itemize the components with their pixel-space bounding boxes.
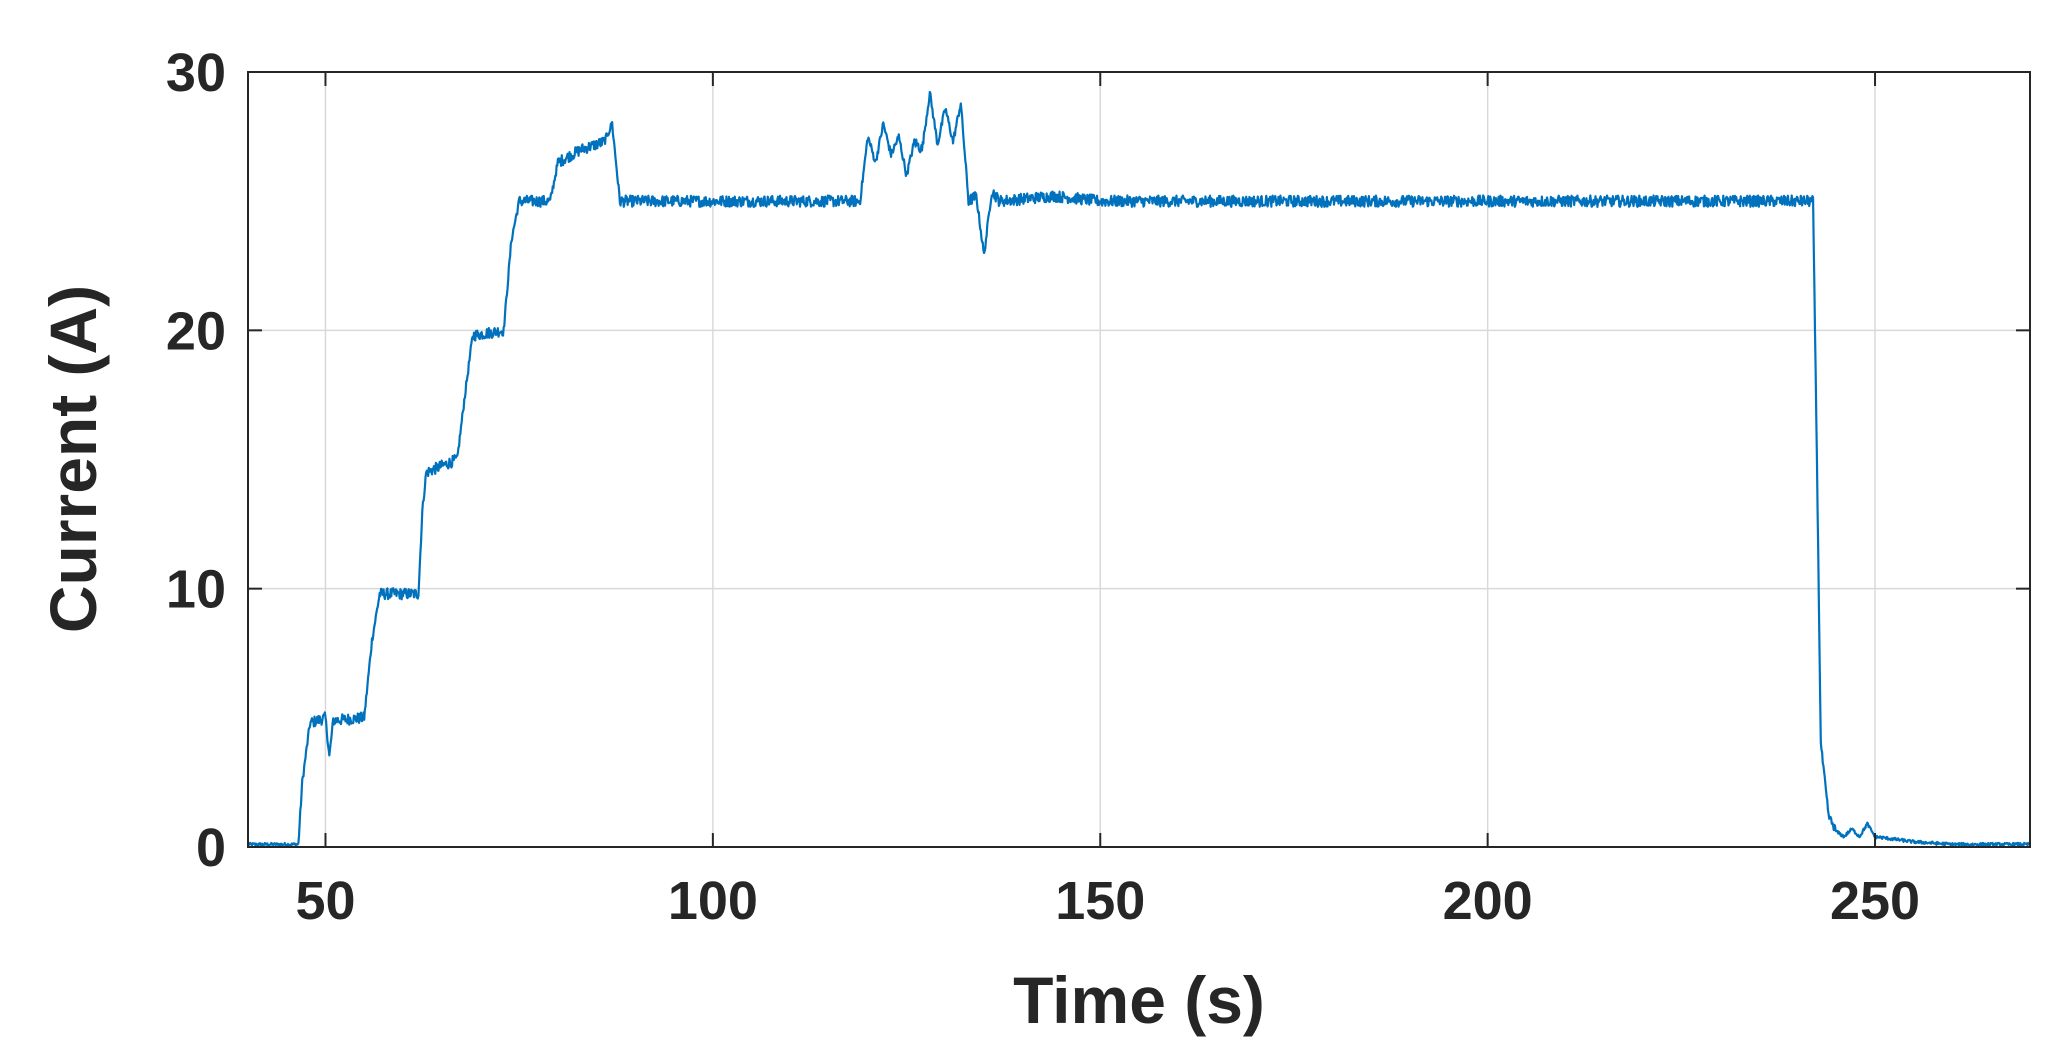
y-tick-label: 10 [166, 560, 226, 620]
y-axis-title: Current (A) [36, 285, 110, 633]
x-tick-label: 50 [295, 871, 355, 931]
tick-layer: 50 100 150 200 250 0 10 20 30 [166, 43, 2030, 931]
plot-frame [247, 71, 2031, 848]
x-tick-label: 250 [1830, 871, 1920, 931]
y-tick-label: 30 [166, 43, 226, 103]
x-tick-label: 150 [1055, 871, 1145, 931]
y-tick-label: 20 [166, 301, 226, 361]
current-series-line [247, 90, 2031, 848]
x-tick-label: 200 [1443, 871, 1533, 931]
series-layer [247, 90, 2031, 848]
plot-background [248, 72, 2030, 847]
y-tick-label: 0 [196, 818, 226, 878]
x-tick-label: 100 [668, 871, 758, 931]
x-axis-title: Time (s) [1013, 963, 1265, 1037]
